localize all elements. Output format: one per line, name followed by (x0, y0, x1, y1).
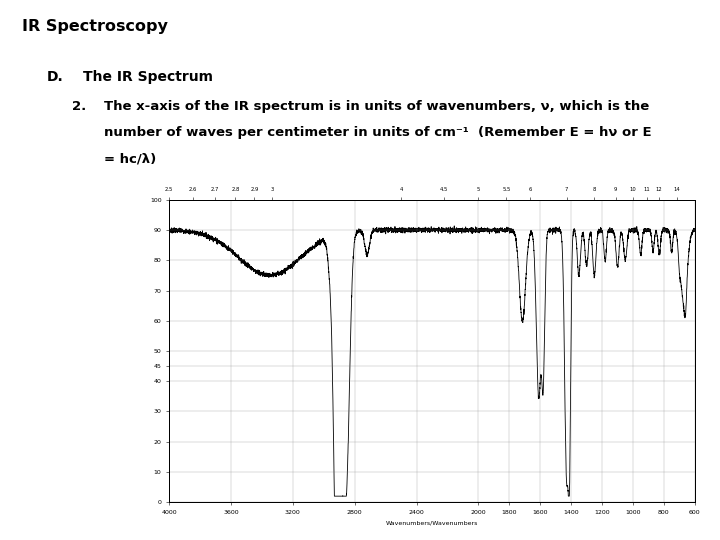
Text: 2.: 2. (72, 100, 86, 113)
Text: number of waves per centimeter in units of cm⁻¹  (Remember E = hν or E: number of waves per centimeter in units … (104, 126, 652, 139)
Text: D.: D. (47, 70, 63, 84)
Text: = hc/λ): = hc/λ) (104, 153, 157, 166)
Text: The x-axis of the IR spectrum is in units of wavenumbers, ν, which is the: The x-axis of the IR spectrum is in unit… (104, 100, 649, 113)
X-axis label: Wavenumbers/Wavenumbers: Wavenumbers/Wavenumbers (386, 521, 478, 525)
Text: The IR Spectrum: The IR Spectrum (83, 70, 213, 84)
Text: IR Spectroscopy: IR Spectroscopy (22, 19, 168, 34)
